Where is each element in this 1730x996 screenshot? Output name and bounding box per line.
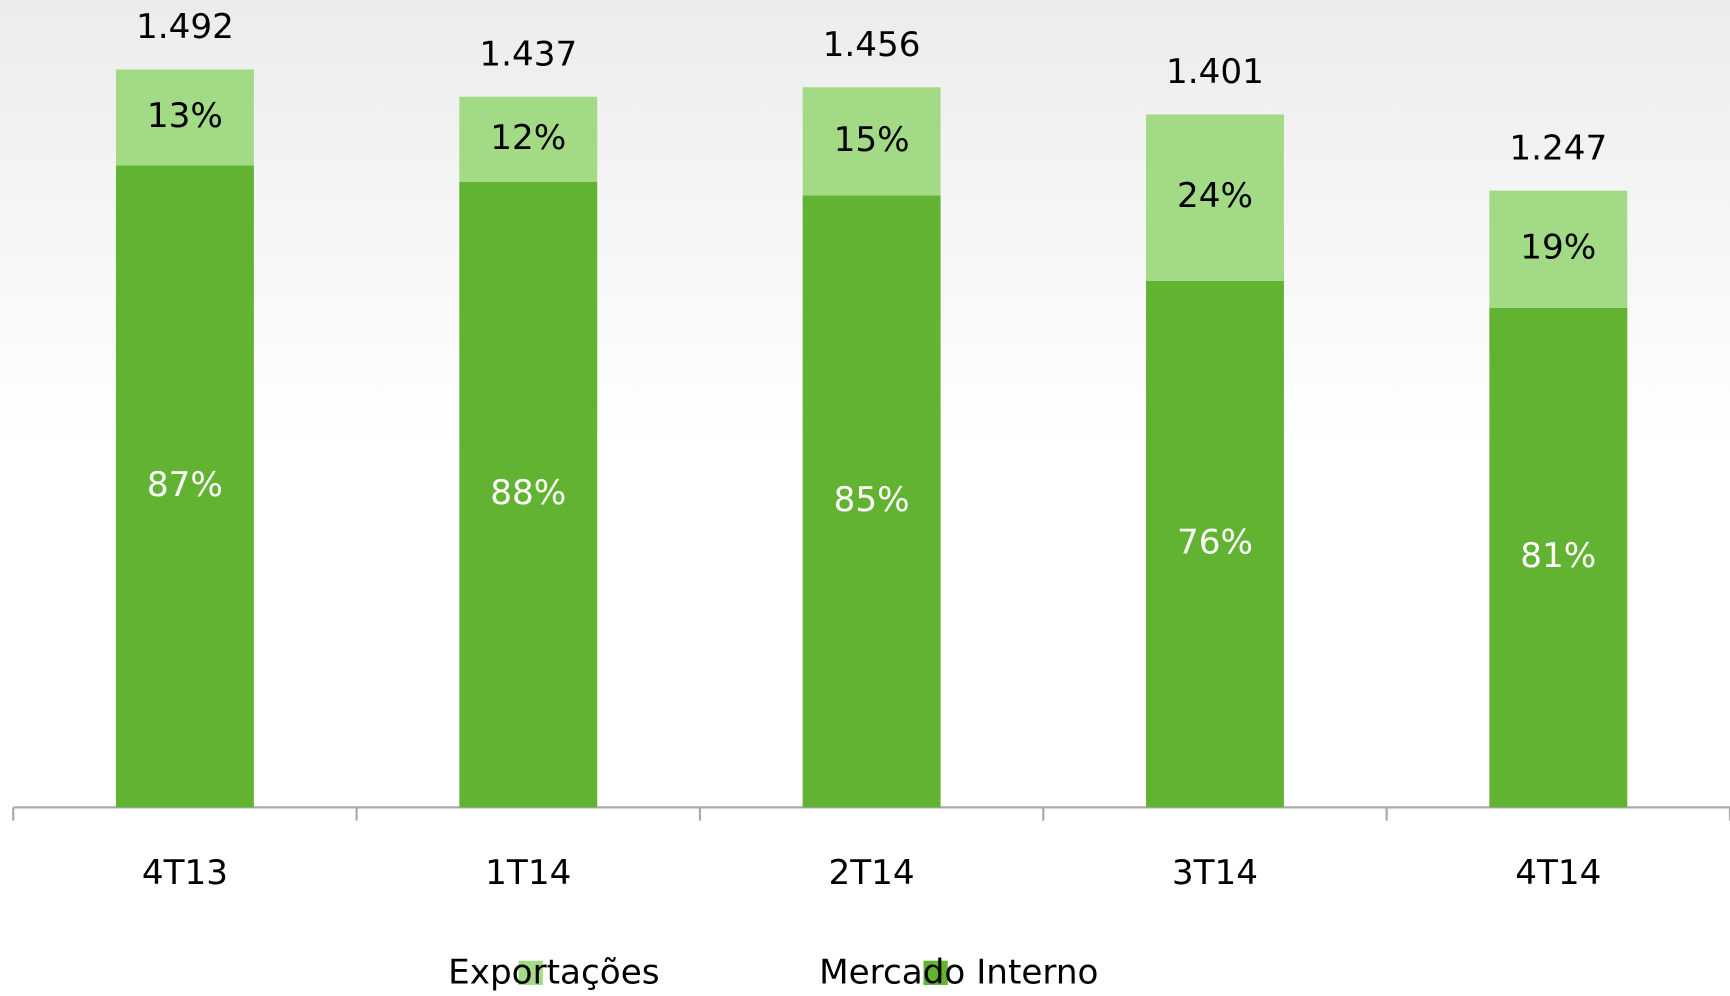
x-tick-label: 4T13 — [142, 853, 228, 893]
total-label: 1.247 — [1509, 128, 1607, 168]
segment-label: 13% — [147, 96, 223, 136]
segment-label: 24% — [1177, 176, 1253, 216]
bar-segment — [802, 87, 941, 196]
segment-label: 15% — [834, 120, 910, 160]
bar-segment — [802, 195, 941, 808]
segment-label: 12% — [490, 118, 566, 158]
x-tick-label: 3T14 — [1172, 853, 1258, 893]
segment-label: 85% — [834, 480, 910, 520]
bar-segment — [459, 181, 598, 808]
x-tick-label: 1T14 — [485, 853, 571, 893]
total-label: 1.456 — [823, 25, 921, 65]
bar-segment — [1489, 307, 1628, 808]
bar-segment — [115, 69, 254, 166]
total-label: 1.492 — [136, 7, 234, 47]
bar-segment — [1489, 190, 1628, 308]
x-tick-label: 2T14 — [829, 853, 915, 893]
bar-segment — [115, 165, 254, 808]
segment-label: 87% — [147, 465, 223, 505]
bar-segment — [459, 96, 598, 182]
x-tick-label: 4T14 — [1515, 853, 1601, 893]
legend-label: Mercado Interno — [819, 952, 1098, 992]
segment-label: 19% — [1520, 228, 1596, 268]
bar-segment — [1146, 280, 1284, 808]
segment-label: 88% — [490, 473, 566, 513]
legend-swatch — [923, 960, 948, 985]
bar-segment — [1146, 114, 1284, 281]
legend-swatch — [518, 960, 543, 985]
segment-label: 76% — [1177, 523, 1253, 563]
legend-label: Exportações — [448, 952, 659, 992]
total-label: 1.437 — [479, 34, 577, 74]
segment-label: 81% — [1520, 536, 1596, 576]
total-label: 1.401 — [1166, 52, 1264, 92]
